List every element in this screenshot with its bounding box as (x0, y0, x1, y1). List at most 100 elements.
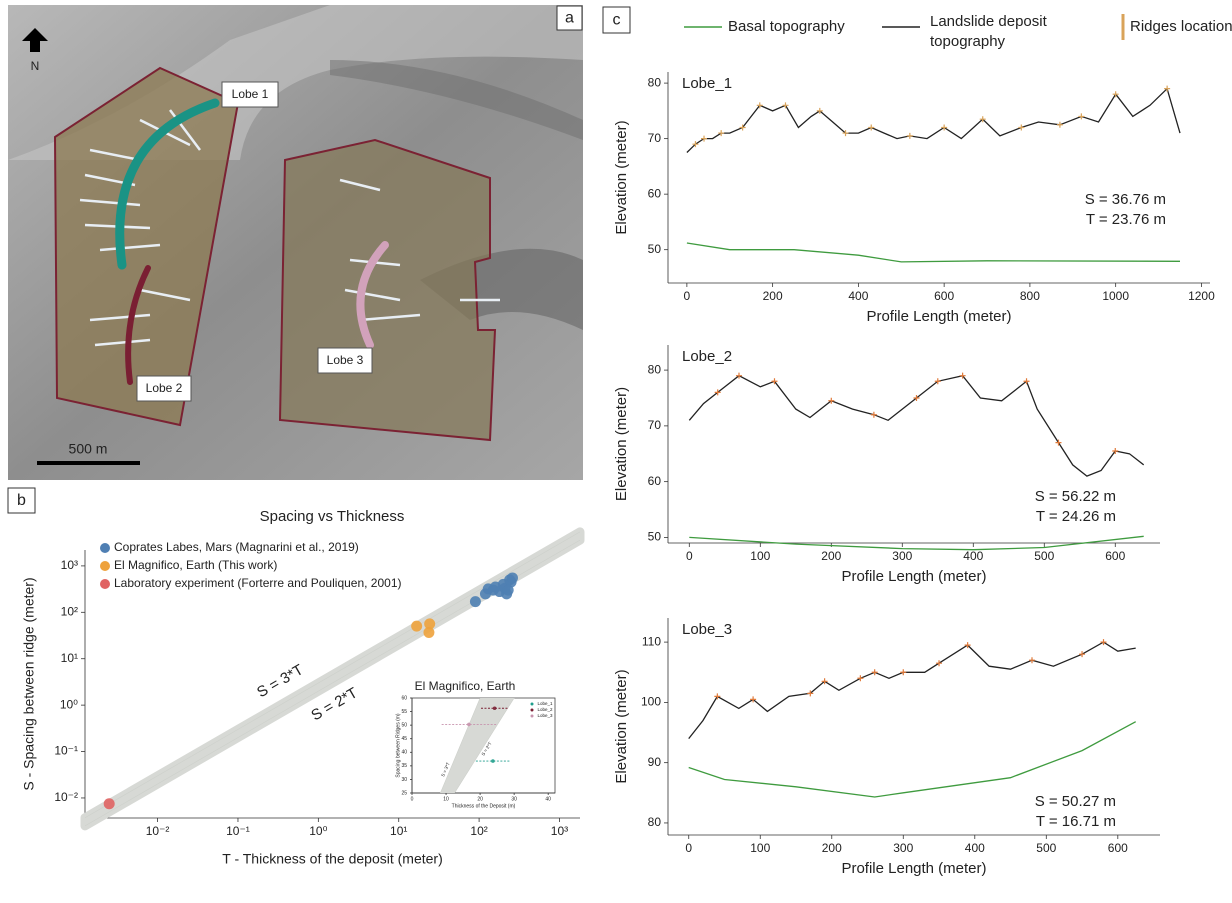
map-panel: N Lobe 1 Lobe 2 Lobe 3 500 m a (8, 5, 583, 480)
ridge-marker (735, 372, 742, 379)
y-tick-label: 40 (401, 750, 407, 756)
ridge-marker (913, 394, 920, 401)
chart-title: Spacing vs Thickness (260, 508, 405, 525)
north-label: N (31, 59, 40, 73)
legend-marker (530, 708, 534, 712)
ridge-marker (821, 678, 828, 685)
profile-line (686, 87, 1181, 153)
x-tick-label: 200 (822, 841, 842, 855)
x-tick-label: 400 (963, 549, 983, 563)
y-tick-label: 50 (648, 530, 662, 544)
ridge-marker (1028, 657, 1035, 664)
lobe-outline (278, 138, 497, 442)
x-tick-label: 600 (934, 289, 954, 303)
lobe-2-arc (125, 265, 151, 385)
ridge-marker (842, 130, 849, 137)
x-tick-label: 300 (893, 841, 913, 855)
y-tick-label: 70 (648, 418, 662, 432)
ridge-marker (906, 132, 913, 139)
ridge-marker (979, 116, 986, 123)
scatter-point (467, 722, 471, 727)
x-tick-label: 10³ (551, 824, 568, 838)
lobe-label-box (221, 81, 279, 108)
legend-label: Coprates Labes, Mars (Magnarini et al., … (114, 540, 359, 554)
ridge-marker (871, 669, 878, 676)
profile-line (686, 242, 1181, 263)
ridge-marker (868, 124, 875, 131)
ridge-marker (900, 669, 907, 676)
ridge-marker (782, 102, 789, 109)
ridge-marker (1100, 639, 1107, 646)
legend-marker (100, 543, 110, 553)
legend-marker (530, 714, 534, 718)
lobe-3-arc (356, 241, 389, 349)
x-axis-label: Thickness of the Deposit (m) (452, 803, 516, 809)
annotation: T = 24.26 m (1036, 508, 1116, 525)
scatter-point (469, 596, 481, 608)
profile-line (689, 535, 1144, 551)
ridge-marker (959, 372, 966, 379)
panel-label: c (613, 12, 621, 29)
y-tick-label: 10¹ (61, 651, 78, 665)
scatter-point (491, 759, 495, 763)
x-tick-label: 1200 (1188, 289, 1215, 303)
ridge-marker (1055, 439, 1062, 446)
x-tick-label: 0 (685, 841, 692, 855)
ridge-marker (714, 693, 721, 700)
panel-label: a (565, 10, 574, 27)
terrain-shade (330, 60, 583, 140)
ridge-marker (701, 135, 708, 142)
scatter-point (506, 572, 518, 584)
annotation: S = 36.76 m (1085, 191, 1166, 208)
x-tick-label: 10⁻¹ (226, 824, 250, 838)
y-tick-label: 60 (648, 186, 662, 200)
lobe-label-box (317, 347, 373, 374)
x-tick-label: 300 (892, 549, 912, 563)
y-tick-label: 10³ (61, 558, 78, 572)
ridge-marker (756, 102, 763, 109)
x-tick-label: 800 (1020, 289, 1040, 303)
y-tick-label: 55 (401, 709, 407, 715)
x-tick-label: 200 (821, 549, 841, 563)
scatter-point (423, 626, 435, 638)
ridge-marker (1078, 113, 1085, 120)
y-tick-label: 45 (401, 736, 407, 742)
scale-label: 500 m (69, 441, 108, 457)
ridge-marker (750, 696, 757, 703)
x-tick-label: 0 (684, 289, 691, 303)
reference-label: S = 3*T (440, 761, 451, 777)
x-tick-label: 0 (411, 796, 414, 802)
legend-label: Ridges location (1130, 18, 1232, 35)
x-tick-label: 10⁻² (146, 824, 170, 838)
y-tick-label: 80 (648, 815, 662, 829)
chart-title: Lobe_3 (682, 621, 732, 638)
y-tick-label: 10⁻² (54, 790, 78, 804)
x-tick-label: 400 (965, 841, 985, 855)
ridge-marker (718, 130, 725, 137)
ridge-marker (857, 675, 864, 682)
y-tick-label: 30 (401, 777, 407, 783)
y-tick-label: 50 (648, 242, 662, 256)
chart-title: Lobe_2 (682, 348, 732, 365)
ridge-marker (807, 690, 814, 697)
x-tick-label: 20 (477, 796, 483, 802)
lobe-label: Lobe 1 (232, 87, 269, 101)
y-tick-label: 90 (648, 755, 662, 769)
ridge-marker (1018, 124, 1025, 131)
x-axis-label: Profile Length (meter) (841, 568, 986, 585)
ridge-marker (1112, 447, 1119, 454)
x-tick-label: 10¹ (390, 824, 407, 838)
x-tick-label: 400 (848, 289, 868, 303)
y-axis-label: Elevation (meter) (613, 669, 630, 783)
reference-line (84, 531, 581, 818)
ratio-band-fill (440, 698, 515, 793)
x-axis-label: T - Thickness of the deposit (meter) (222, 851, 442, 867)
x-tick-label: 600 (1105, 549, 1125, 563)
x-tick-label: 30 (511, 796, 517, 802)
x-axis-label: Profile Length (meter) (866, 308, 1011, 325)
legend-marker (100, 561, 110, 571)
y-tick-label: 100 (641, 695, 661, 709)
x-tick-label: 10⁰ (309, 824, 327, 838)
legend-label: Laboratory experiment (Forterre and Poul… (114, 576, 402, 590)
